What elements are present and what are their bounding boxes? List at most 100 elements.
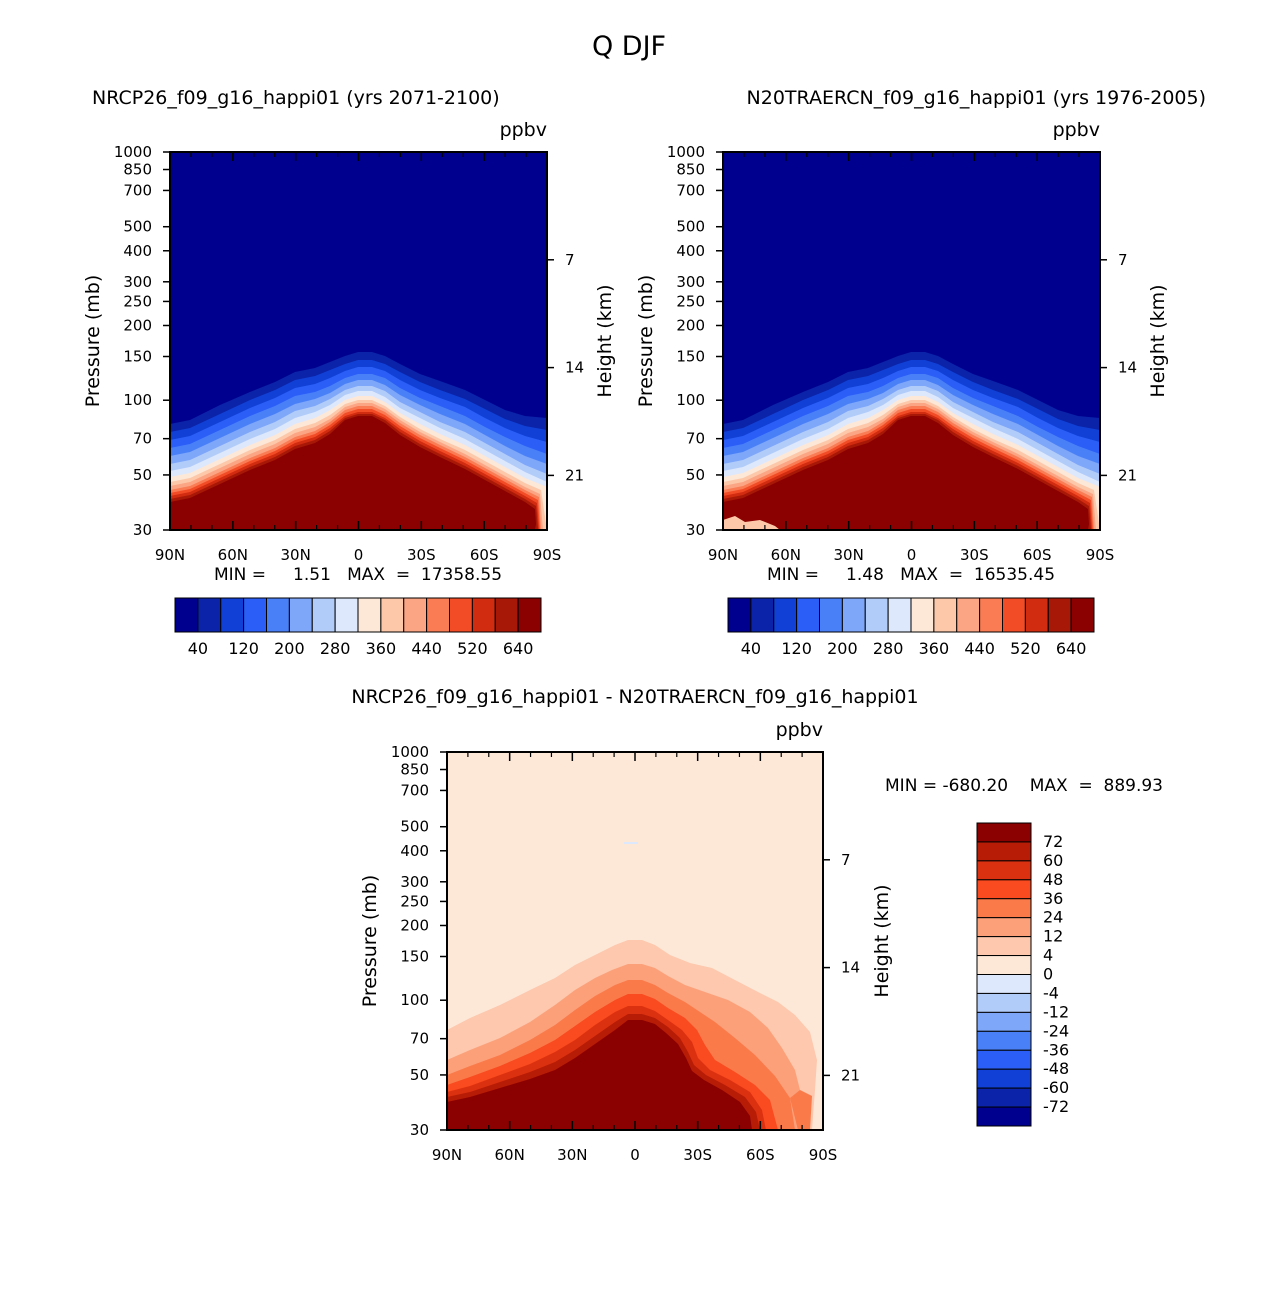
panel-2-pressure-tick-label: 400 bbox=[676, 242, 705, 260]
panel-1-pressure-tick-label: 30 bbox=[133, 521, 152, 539]
panel-1-colorbar-swatch bbox=[243, 597, 267, 633]
panel-3-colorbar-swatch bbox=[976, 992, 1032, 1013]
panel-3-colorbar-label: -36 bbox=[1043, 1040, 1069, 1059]
panel-2: N20TRAERCN_f09_g16_happi01 (yrs 1976-200… bbox=[635, 87, 1206, 658]
panel-3-colorbar-swatch bbox=[976, 1030, 1032, 1051]
panel-3-pressure-tick-label: 150 bbox=[400, 948, 429, 966]
panel-2-pressure-tick-label: 850 bbox=[676, 161, 705, 179]
panel-2-colorbar-label: 40 bbox=[741, 639, 761, 658]
panel-2-colorbar-swatch bbox=[819, 597, 843, 633]
panel-2-lat-tick-label: 90S bbox=[1086, 546, 1115, 564]
panel-1-colorbar-label: 280 bbox=[320, 639, 351, 658]
panel-1-pressure-tick-label: 70 bbox=[133, 430, 152, 448]
panel-2-colorbar-swatch bbox=[750, 597, 775, 633]
panel-1-field bbox=[170, 152, 547, 530]
panel-2-pressure-tick-label: 50 bbox=[686, 466, 705, 484]
panel-1-colorbar-label: 40 bbox=[188, 639, 208, 658]
panel-2-unit: ppbv bbox=[1053, 119, 1100, 141]
panel-2-colorbar-swatch bbox=[1002, 597, 1026, 633]
panel-3-colorbar-swatch bbox=[976, 1011, 1032, 1032]
panel-3-minmax: MIN = -680.20 MAX = 889.93 bbox=[885, 776, 1163, 796]
panel-2-pressure-tick-label: 1000 bbox=[667, 143, 705, 161]
panel-3-pressure-tick-label: 1000 bbox=[391, 743, 429, 761]
panel-1-colorbar-swatch bbox=[197, 597, 222, 633]
figure-title: Q DJF bbox=[592, 31, 666, 62]
panel-3-colorbar-label: 60 bbox=[1043, 851, 1063, 870]
panel-3-lat-tick-label: 60N bbox=[495, 1146, 525, 1164]
panel-1-colorbar-swatch bbox=[471, 597, 496, 633]
panel-2-title: N20TRAERCN_f09_g16_happi01 (yrs 1976-200… bbox=[747, 87, 1206, 109]
panel-1-ylabel: Pressure (mb) bbox=[82, 275, 104, 408]
panel-3-pressure-tick-label: 70 bbox=[410, 1030, 429, 1048]
panel-1-pressure-tick-label: 400 bbox=[123, 242, 152, 260]
panel-3-colorbar-swatch bbox=[976, 822, 1032, 843]
panel-1-lat-tick-label: 30N bbox=[281, 546, 311, 564]
panel-2-colorbar-label: 360 bbox=[919, 639, 950, 658]
panel-1-colorbar-label: 440 bbox=[411, 639, 442, 658]
panel-3-ylabel: Pressure (mb) bbox=[359, 875, 381, 1008]
panel-1-unit: ppbv bbox=[500, 119, 547, 141]
panel-2-lat-tick-label: 30N bbox=[834, 546, 864, 564]
panel-1-colorbar-swatch bbox=[220, 597, 245, 633]
panel-2-colorbar-label: 640 bbox=[1056, 639, 1087, 658]
panel-1-minmax: MIN = 1.51 MAX = 17358.55 bbox=[214, 565, 502, 585]
panel-1-lat-tick-label: 0 bbox=[354, 546, 364, 564]
panel-1-lat-tick-label: 90S bbox=[533, 546, 562, 564]
panel-2-pressure-tick-label: 70 bbox=[686, 430, 705, 448]
panel-1-colorbar-swatch bbox=[426, 597, 450, 633]
panel-1-pressure-tick-label: 850 bbox=[123, 161, 152, 179]
panel-1-colorbar-swatch bbox=[380, 597, 405, 633]
panel-2-height-tick-label: 14 bbox=[1118, 359, 1137, 377]
panel-3-colorbar-swatch bbox=[976, 879, 1032, 900]
panel-1-pressure-tick-label: 100 bbox=[123, 391, 152, 409]
panel-2-colorbar-swatch bbox=[727, 597, 752, 633]
panel-2-field bbox=[723, 152, 1100, 530]
panel-3-lat-tick-label: 60S bbox=[746, 1146, 775, 1164]
panel-2-height-tick-label: 7 bbox=[1118, 251, 1128, 269]
panel-3-axes: 3050701001502002503004005007008501000211… bbox=[391, 743, 860, 1164]
panel-1-ylabel-right: Height (km) bbox=[594, 284, 616, 397]
panel-1-colorbar-swatch bbox=[174, 597, 199, 633]
panel-3-colorbar-label: 4 bbox=[1043, 946, 1053, 965]
panel-2-lat-tick-label: 0 bbox=[907, 546, 917, 564]
panel-3-field bbox=[447, 752, 823, 1130]
panel-1-title: NRCP26_f09_g16_happi01 (yrs 2071-2100) bbox=[92, 87, 500, 109]
panel-1-colorbar-swatch bbox=[403, 597, 428, 633]
panel-1-pressure-tick-label: 500 bbox=[123, 218, 152, 236]
panel-1-colorbar-swatch bbox=[517, 597, 542, 633]
panel-3-unit: ppbv bbox=[776, 719, 823, 741]
panel-3-pressure-tick-label: 850 bbox=[400, 761, 429, 779]
panel-1-height-tick-label: 14 bbox=[565, 359, 584, 377]
panel-2-lat-tick-label: 90N bbox=[708, 546, 738, 564]
panel-2-ylabel: Pressure (mb) bbox=[635, 275, 657, 408]
panel-2-colorbar-swatch bbox=[933, 597, 958, 633]
panel-3-colorbar-label: -4 bbox=[1043, 983, 1059, 1002]
panel-3-pressure-tick-label: 250 bbox=[400, 892, 429, 910]
panel-3-colorbar-swatch bbox=[976, 1068, 1032, 1089]
panel-3-colorbar-label: -60 bbox=[1043, 1078, 1069, 1097]
panel-3-height-tick-label: 21 bbox=[841, 1066, 860, 1084]
panel-3: NRCP26_f09_g16_happi01 - N20TRAERCN_f09_… bbox=[351, 686, 1163, 1164]
panel-3-colorbar-label: 12 bbox=[1043, 927, 1063, 946]
panel-2-colorbar-swatch bbox=[1070, 597, 1095, 633]
panel-2-colorbar: 40 120 200 280 360 440 520 640 bbox=[727, 597, 1095, 658]
panel-1-lat-tick-label: 60S bbox=[470, 546, 499, 564]
panel-1-height-tick-label: 21 bbox=[565, 466, 584, 484]
panel-1-colorbar-label: 120 bbox=[228, 639, 259, 658]
panel-2-colorbar-label: 520 bbox=[1010, 639, 1041, 658]
panel-1-colorbar-swatch bbox=[449, 597, 473, 633]
panel-2-colorbar-swatch bbox=[1024, 597, 1049, 633]
panel-3-pressure-tick-label: 50 bbox=[410, 1066, 429, 1084]
panel-1-lat-tick-label: 30S bbox=[407, 546, 436, 564]
panel-3-colorbar-swatch bbox=[976, 955, 1032, 975]
panel-3-colorbar-label: 48 bbox=[1043, 870, 1063, 889]
panel-2-lat-tick-label: 60S bbox=[1023, 546, 1052, 564]
panel-1-colorbar-swatch bbox=[357, 597, 382, 633]
panel-2-colorbar-label: 440 bbox=[964, 639, 995, 658]
panel-3-colorbar-swatch bbox=[976, 841, 1032, 862]
panel-1-lat-tick-label: 90N bbox=[155, 546, 185, 564]
panel-2-ylabel-right: Height (km) bbox=[1147, 284, 1169, 397]
panel-3-colorbar-swatch bbox=[976, 974, 1032, 994]
panel-3-colorbar-swatch bbox=[976, 917, 1032, 938]
panel-2-pressure-tick-label: 100 bbox=[676, 391, 705, 409]
